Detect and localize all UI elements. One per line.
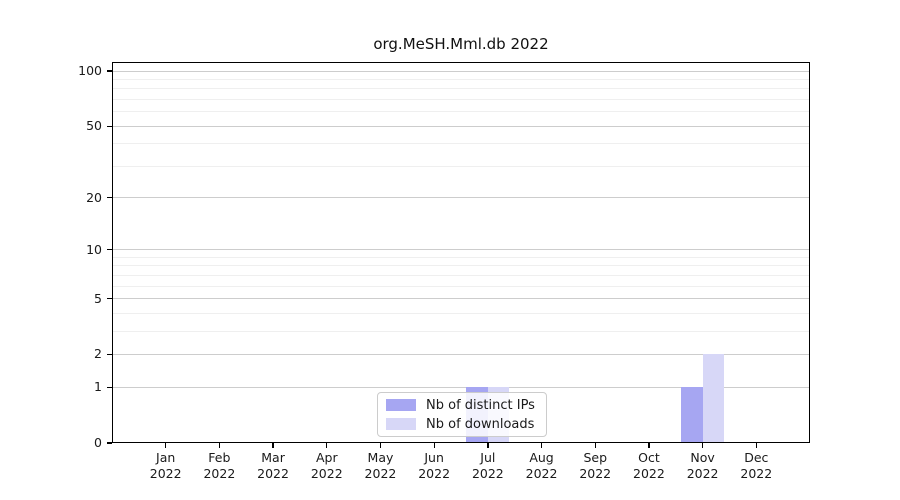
major-gridline	[113, 125, 809, 127]
minor-gridline	[113, 274, 809, 276]
y-tick-label: 20	[86, 189, 102, 205]
minor-gridline	[113, 330, 809, 332]
minor-gridline	[113, 78, 809, 80]
bar-downloads	[702, 354, 725, 443]
minor-gridline	[113, 165, 809, 167]
y-tick-label: 1	[94, 379, 102, 395]
x-tick-mark	[165, 443, 167, 448]
x-tick-label: Jul 2022	[471, 450, 504, 481]
x-tick-label: Sep 2022	[579, 450, 612, 481]
y-tick-mark	[107, 197, 112, 199]
y-tick-label: 2	[94, 346, 102, 362]
major-gridline	[113, 386, 809, 388]
legend-swatch-downloads	[386, 418, 416, 430]
x-tick-mark	[540, 443, 543, 448]
x-tick-mark	[218, 443, 221, 448]
legend: Nb of distinct IPs Nb of downloads	[377, 392, 547, 437]
x-tick-mark	[487, 443, 489, 448]
y-tick-mark	[107, 353, 112, 356]
y-tick-mark	[107, 386, 112, 388]
minor-gridline	[113, 143, 809, 145]
x-tick-label: Dec 2022	[740, 450, 773, 481]
y-tick-mark	[107, 70, 112, 72]
x-tick-label: Oct 2022	[633, 450, 665, 481]
x-tick-mark	[755, 443, 757, 448]
x-tick-label: Apr 2022	[310, 450, 343, 481]
x-tick-label: Feb 2022	[203, 450, 236, 481]
y-tick-label: 0	[94, 435, 102, 450]
legend-item-distinct-ips: Nb of distinct IPs	[386, 398, 538, 413]
chart-title: org.MeSH.Mml.db 2022	[373, 35, 549, 53]
legend-item-downloads: Nb of downloads	[386, 417, 538, 432]
bar-distinct-ips	[681, 387, 703, 443]
major-gridline	[113, 197, 809, 199]
minor-gridline	[113, 312, 809, 314]
x-tick-label: Nov 2022	[686, 450, 719, 481]
x-tick-mark	[272, 443, 274, 448]
y-tick-label: 50	[86, 118, 102, 134]
x-tick-mark	[379, 443, 382, 448]
major-gridline	[113, 298, 809, 300]
x-tick-label: Aug 2022	[525, 450, 558, 481]
x-tick-mark	[702, 443, 704, 448]
y-tick-label: 100	[78, 63, 102, 79]
y-tick-mark	[107, 249, 112, 251]
major-gridline	[113, 70, 809, 72]
x-tick-mark	[433, 443, 435, 448]
minor-gridline	[113, 111, 809, 113]
x-tick-mark	[594, 443, 596, 448]
x-tick-label: May 2022	[364, 450, 397, 481]
x-tick-mark	[648, 443, 650, 448]
minor-gridline	[113, 285, 809, 287]
y-tick-label: 10	[86, 241, 102, 257]
legend-label-downloads: Nb of downloads	[426, 416, 535, 432]
y-tick-mark	[107, 125, 112, 127]
minor-gridline	[113, 265, 809, 267]
minor-gridline	[113, 98, 809, 100]
x-tick-label: Jan 2022	[149, 450, 182, 481]
minor-gridline	[113, 88, 809, 90]
y-tick-mark	[107, 297, 112, 300]
major-gridline	[113, 353, 809, 355]
major-gridline	[113, 249, 809, 251]
minor-gridline	[113, 256, 809, 258]
y-tick-mark	[107, 442, 112, 444]
x-tick-label: Mar 2022	[257, 450, 289, 481]
y-tick-label: 5	[94, 290, 102, 306]
legend-swatch-distinct-ips	[386, 399, 416, 411]
legend-label-distinct-ips: Nb of distinct IPs	[426, 397, 535, 413]
x-tick-label: Jun 2022	[418, 450, 451, 481]
x-tick-mark	[326, 443, 328, 448]
